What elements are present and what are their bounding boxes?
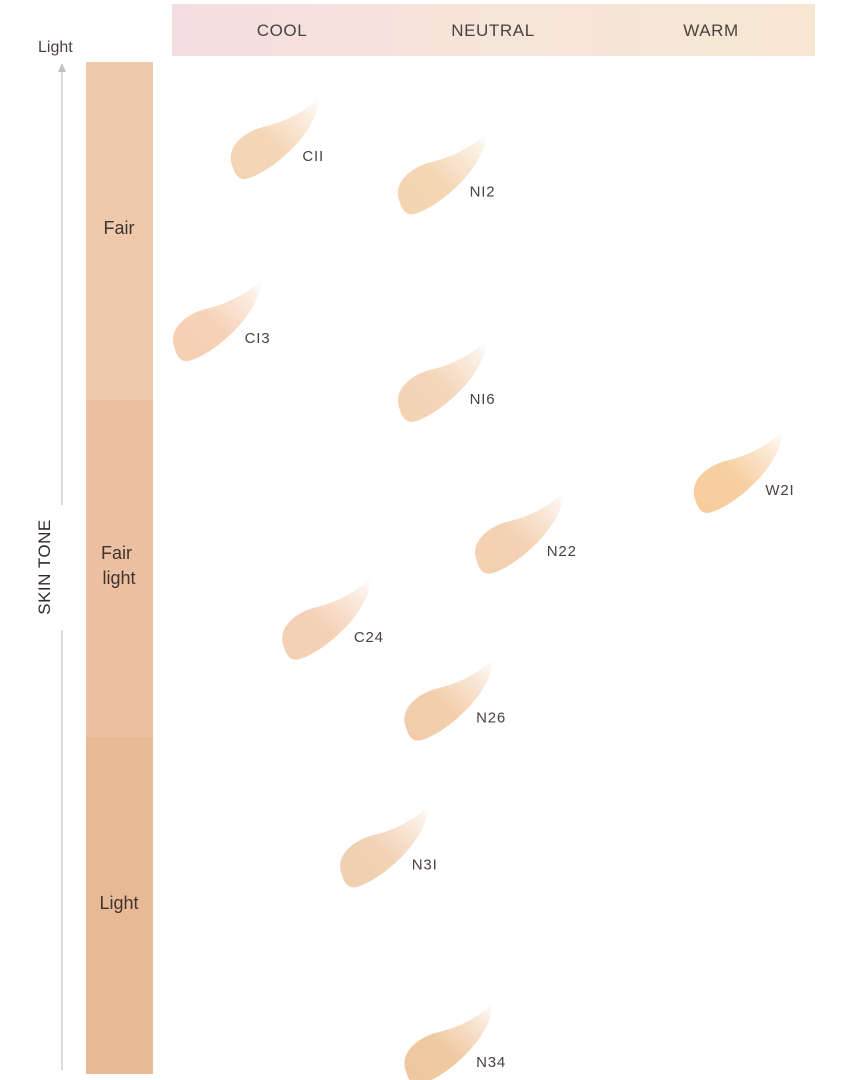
shade-swatch-mark	[693, 432, 782, 513]
shade-swatches: CII NI2 CI3 NI6 W2I N22 C24 N26 N3I N34	[172, 98, 794, 1080]
axis-title-mask	[52, 505, 72, 630]
band-label-light: Light	[99, 893, 138, 913]
undertone-label-cool: COOL	[257, 21, 308, 40]
shade-label: CII	[302, 148, 324, 165]
axis-top-label: Light	[38, 39, 73, 56]
band-light	[86, 737, 153, 1074]
shade-label: N34	[476, 1054, 506, 1071]
swatch-n26: N26	[404, 659, 506, 741]
axis-title: SKIN TONE	[35, 519, 54, 615]
shade-swatch-mark	[340, 806, 428, 888]
shade-swatch-mark	[397, 133, 486, 215]
swatch-n16: NI6	[397, 341, 496, 422]
band-label-fair: Fair	[104, 218, 135, 238]
axis-arrow-icon	[58, 63, 66, 72]
shade-swatch-mark	[475, 492, 563, 574]
shade-label: N22	[547, 543, 577, 560]
band-fair	[86, 62, 153, 400]
shade-label: NI6	[470, 391, 496, 408]
swatch-n31: N3I	[340, 806, 438, 888]
band-fair-light	[86, 400, 153, 737]
shade-swatch-mark	[397, 341, 486, 422]
shade-label: N3I	[412, 857, 438, 874]
shade-label: NI2	[470, 184, 496, 201]
shade-label: C24	[354, 629, 384, 646]
undertone-header: COOL NEUTRAL WARM	[172, 4, 815, 56]
swatch-n34: N34	[404, 1003, 506, 1080]
undertone-label-warm: WARM	[683, 21, 739, 40]
shade-label: CI3	[245, 330, 271, 347]
undertone-header-bar	[172, 4, 815, 56]
swatch-c11: CII	[230, 98, 324, 180]
band-label-fair-light: Fair light	[101, 543, 137, 588]
skin-tone-bands: Fair Fair light Light	[86, 62, 153, 1074]
skin-tone-axis: Light SKIN TONE	[35, 39, 73, 1070]
shade-label: N26	[476, 710, 506, 727]
shade-swatch-mark	[404, 659, 493, 741]
swatch-n12: NI2	[397, 133, 496, 215]
swatch-c13: CI3	[172, 280, 271, 362]
shade-swatch-mark	[282, 578, 371, 660]
swatch-c24: C24	[282, 578, 384, 660]
shade-label: W2I	[765, 482, 794, 499]
swatch-w21: W2I	[693, 432, 794, 513]
shade-swatch-mark	[230, 98, 319, 180]
swatch-n22: N22	[475, 492, 577, 574]
undertone-label-neutral: NEUTRAL	[451, 21, 535, 40]
shade-swatch-mark	[404, 1003, 493, 1080]
shade-swatch-mark	[172, 280, 261, 362]
